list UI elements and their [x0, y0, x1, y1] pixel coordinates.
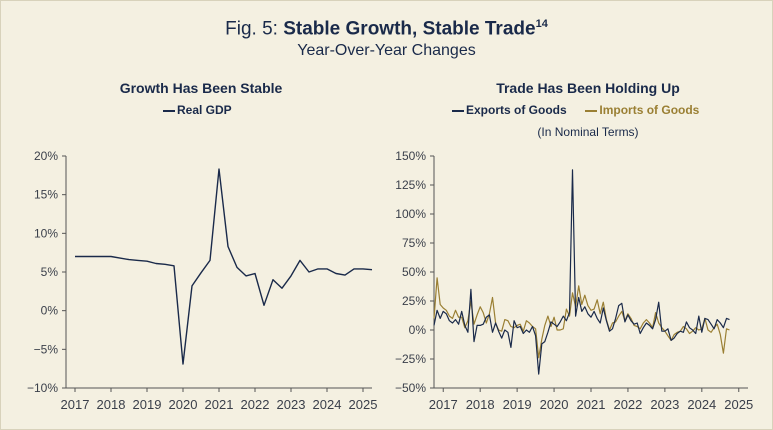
trade-chart-note: (In Nominal Terms) [537, 125, 639, 139]
trade-x-tick-label: 2017 [429, 397, 458, 412]
figure-subtitle: Year-Over-Year Changes [297, 42, 476, 60]
gdp-x-tick-label: 2020 [169, 397, 198, 412]
gdp-x-tick-label: 2023 [277, 397, 306, 412]
gdp-x-tick-label: 2022 [241, 397, 270, 412]
imports-legend-swatch [585, 109, 598, 112]
gdp-chart-title: Growth Has Been Stable [119, 80, 283, 96]
trade-chart-title: Trade Has Been Holding Up [496, 80, 680, 96]
gdp-x-tick-label: 2025 [349, 397, 378, 412]
figure-title-main: Stable Growth, Stable Trade [283, 18, 536, 40]
trade-x-tick-label: 2024 [687, 397, 716, 412]
gdp-y-tick-label: −10% [27, 381, 58, 395]
figure-title-prefix: Fig. 5: [225, 18, 284, 40]
trade-y-tick-label: −50% [395, 381, 426, 395]
gdp-y-tick-label: 15% [34, 188, 58, 202]
trade-x-tick-label: 2018 [466, 397, 495, 412]
trade-x-tick-label: 2019 [503, 397, 532, 412]
gdp-y-tick-label: 20% [34, 149, 58, 163]
trade-y-tick-label: 125% [395, 178, 426, 192]
trade-y-tick-label: 0% [409, 323, 427, 337]
trade-y-tick-label: 150% [395, 149, 426, 163]
gdp-series-real-gdp-line [75, 168, 373, 365]
gdp-x-tick-label: 2021 [205, 397, 234, 412]
trade-y-tick-label: 100% [395, 207, 426, 221]
trade-series-imports-of-goods-line [433, 277, 730, 359]
gdp-x-tick-label: 2018 [97, 397, 126, 412]
gdp-x-tick-label: 2019 [133, 397, 162, 412]
trade-legend: Exports of Goods Imports of Goods [452, 103, 699, 117]
trade-y-tick-label: 75% [402, 236, 426, 250]
trade-y-tick-label: 25% [402, 294, 426, 308]
exports-legend-swatch [452, 109, 464, 112]
trade-y-tick-label: −25% [395, 352, 426, 366]
trade-x-tick-label: 2021 [577, 397, 606, 412]
trade-x-tick-label: 2022 [613, 397, 642, 412]
exports-legend-label: Exports of Goods [466, 103, 567, 117]
gdp-y-tick-label: 10% [34, 226, 58, 240]
figure-header: Fig. 5: Stable Growth, Stable Trade14 Ye… [0, 18, 773, 60]
gdp-x-tick-label: 2017 [61, 397, 90, 412]
trade-x-tick-label: 2023 [650, 397, 679, 412]
gdp-y-tick-label: 5% [41, 265, 59, 279]
gdp-legend-label: Real GDP [177, 103, 232, 117]
gdp-legend: Real GDP [163, 103, 232, 117]
gdp-legend-swatch [163, 109, 175, 112]
trade-series-exports-of-goods-line [433, 169, 730, 375]
trade-x-tick-label: 2020 [540, 397, 569, 412]
gdp-y-tick-label: −5% [34, 342, 59, 356]
trade-x-tick-label: 2025 [724, 397, 753, 412]
figure-title: Fig. 5: Stable Growth, Stable Trade14 [0, 18, 773, 40]
trade-y-tick-label: 50% [402, 265, 426, 279]
figure-title-footnote: 14 [535, 18, 548, 30]
imports-legend-label: Imports of Goods [599, 103, 700, 117]
gdp-x-tick-label: 2024 [313, 397, 342, 412]
gdp-y-tick-label: 0% [41, 304, 59, 318]
